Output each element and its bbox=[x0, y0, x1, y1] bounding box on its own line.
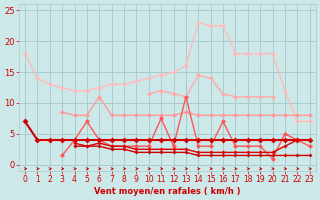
X-axis label: Vent moyen/en rafales ( km/h ): Vent moyen/en rafales ( km/h ) bbox=[94, 187, 241, 196]
